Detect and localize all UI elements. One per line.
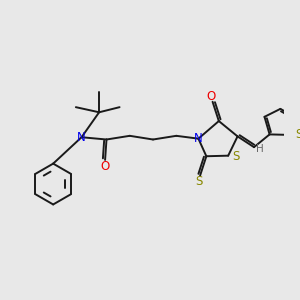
- Text: O: O: [207, 90, 216, 103]
- Text: O: O: [100, 160, 110, 173]
- Text: H: H: [256, 144, 264, 154]
- Text: S: S: [232, 150, 240, 163]
- Text: S: S: [195, 175, 203, 188]
- Text: N: N: [194, 132, 203, 145]
- Text: N: N: [77, 131, 86, 144]
- Text: S: S: [296, 128, 300, 141]
